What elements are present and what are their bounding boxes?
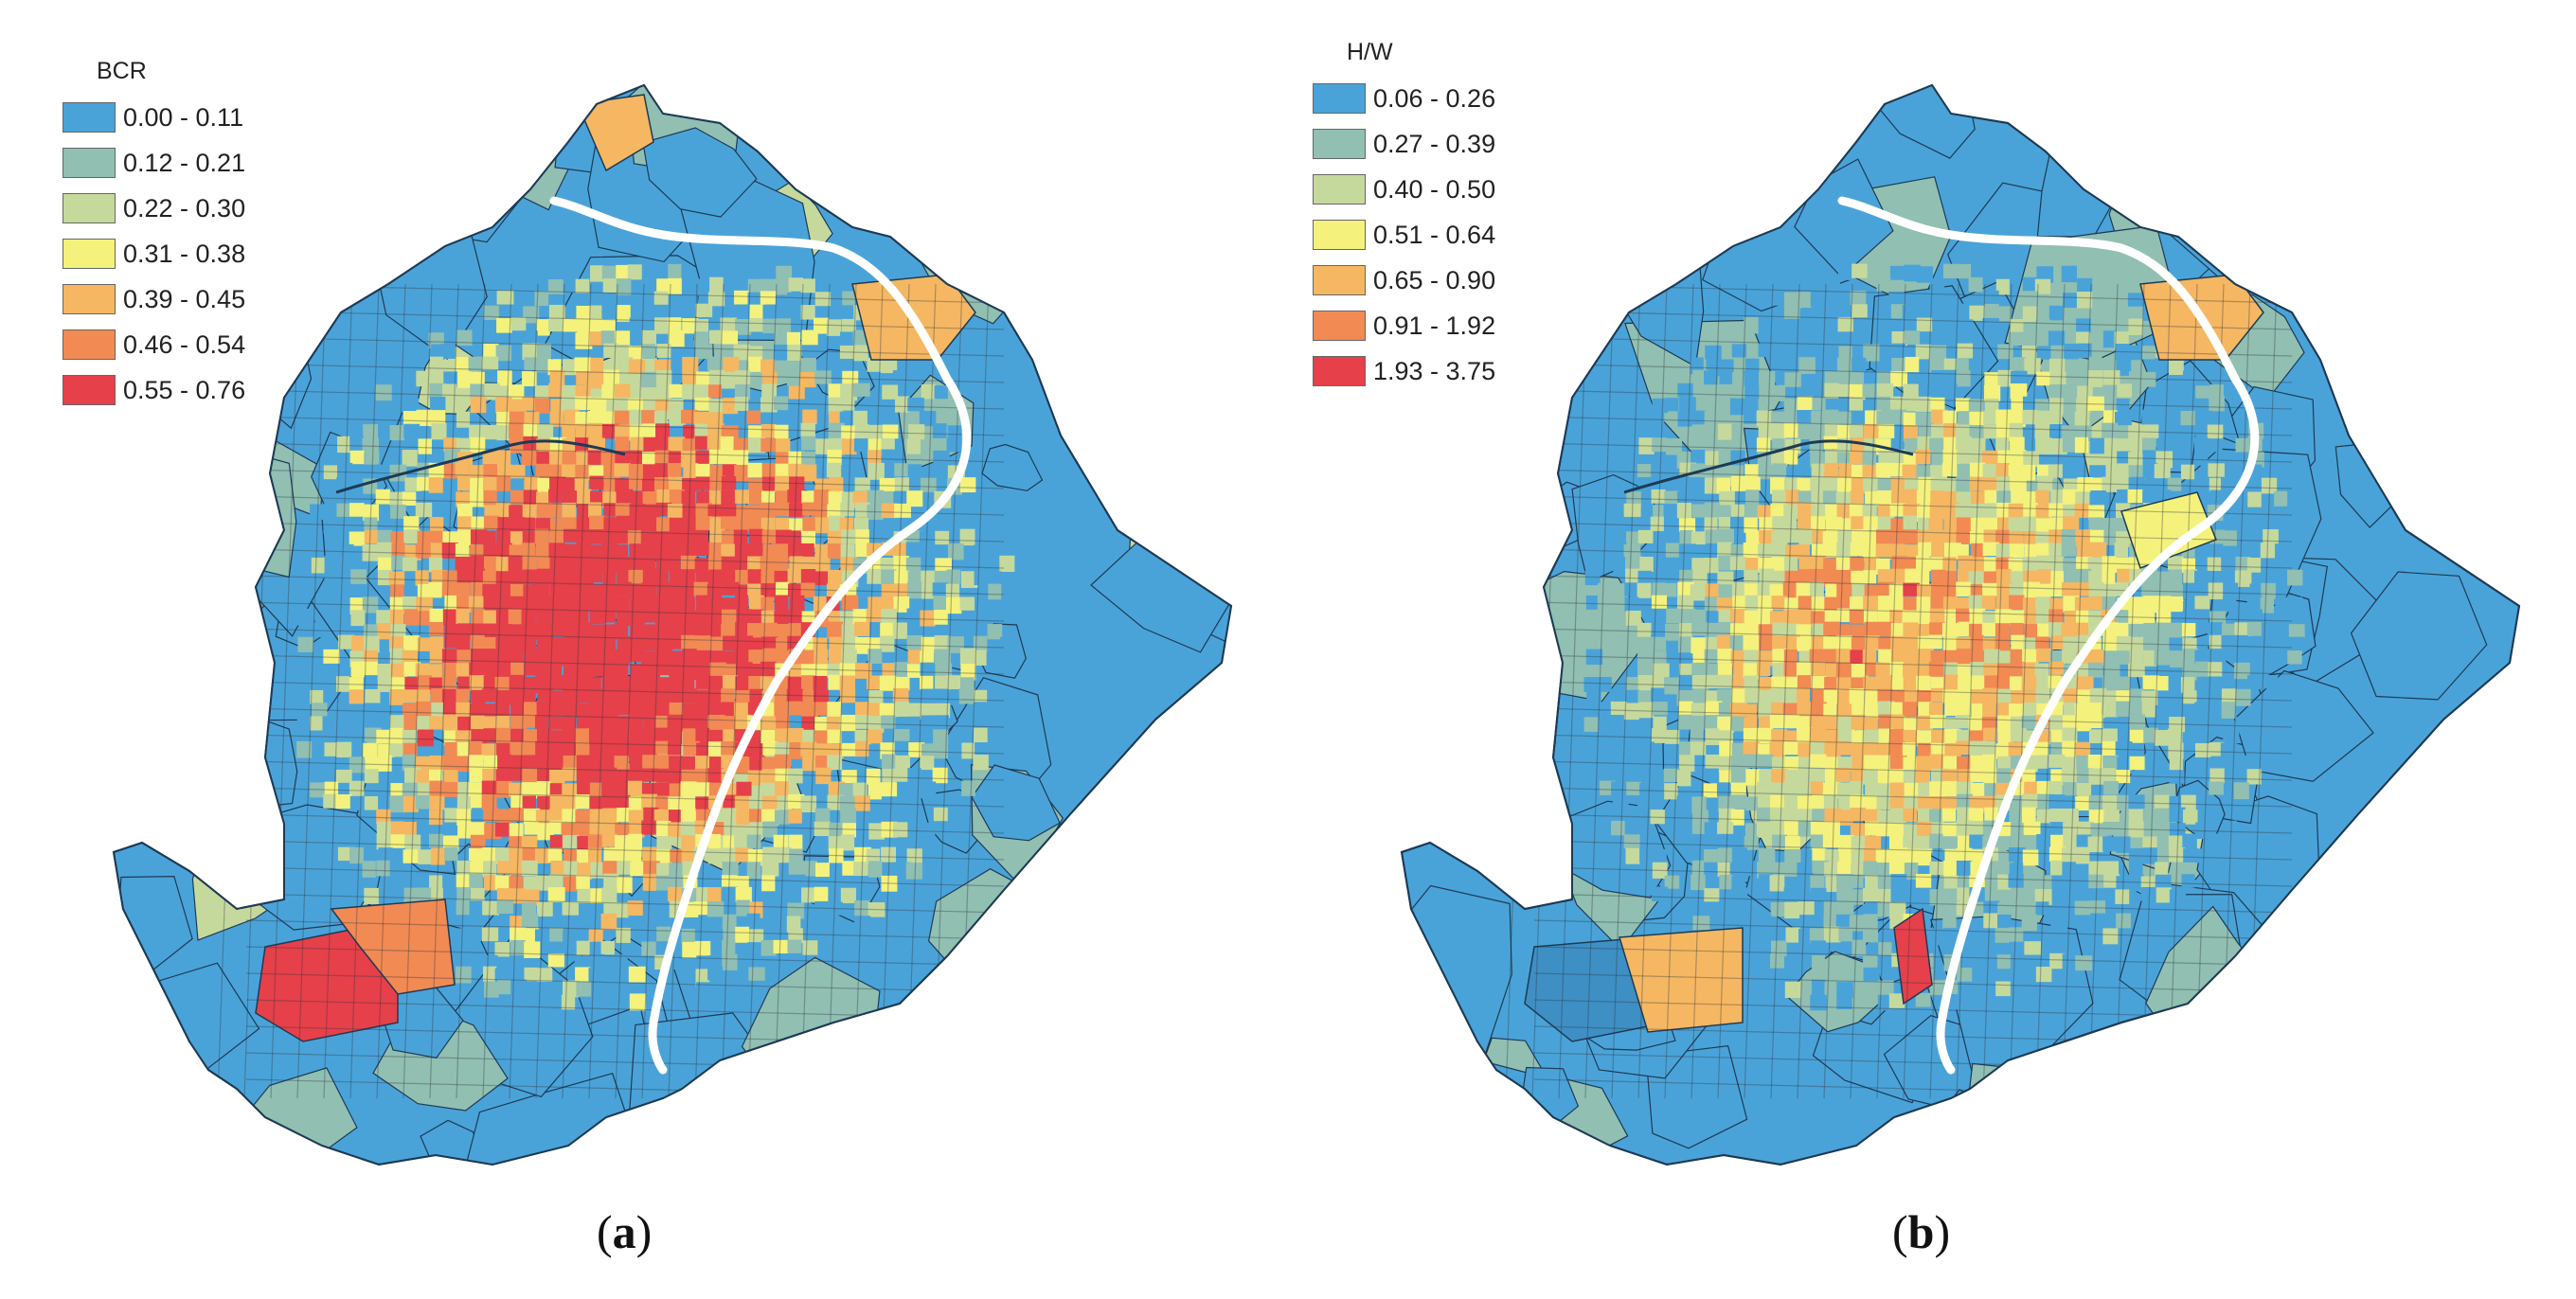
legend-label: 0.46 - 0.54 <box>123 329 246 359</box>
city-boundary-stroke <box>1400 83 2521 1166</box>
legend-swatch <box>1313 356 1366 386</box>
map-panel-b: H/W 0.06 - 0.26 0.27 - 0.39 0.40 - 0.50 … <box>1288 0 2576 1299</box>
legend-swatch <box>63 375 116 405</box>
stream <box>335 439 626 494</box>
legend-swatch <box>1313 311 1366 341</box>
caption-close: ) <box>635 1205 653 1258</box>
legend-item: 0.91 - 1.92 <box>1313 303 1495 348</box>
legend-item: 0.12 - 0.21 <box>63 140 245 186</box>
legend-item: 0.06 - 0.26 <box>1313 76 1495 121</box>
legend-label: 0.27 - 0.39 <box>1373 129 1496 158</box>
legend-item: 0.31 - 0.38 <box>63 231 245 276</box>
legend-label: 0.00 - 0.11 <box>123 102 244 132</box>
urban-blocks <box>1524 263 2305 1042</box>
city-boundary-stroke <box>112 83 1233 1166</box>
river <box>1837 196 2260 1075</box>
legend-label: 1.93 - 3.75 <box>1373 356 1496 385</box>
urban-blocks <box>255 94 1100 1042</box>
legend-swatch <box>63 239 116 269</box>
legend-swatch <box>1313 220 1366 250</box>
legend-item: 0.27 - 0.39 <box>1313 121 1495 167</box>
river <box>549 196 972 1075</box>
stream <box>1623 439 1914 494</box>
block-boundaries <box>217 283 1005 1099</box>
legend-item: 0.22 - 0.30 <box>63 186 245 231</box>
legend-item: 0.00 - 0.11 <box>63 95 245 140</box>
bcr-choropleth-map <box>112 83 1233 1166</box>
legend-label: 0.91 - 1.92 <box>1373 311 1496 340</box>
legend-item: 1.93 - 3.75 <box>1313 348 1495 394</box>
legend-item: 0.46 - 0.54 <box>63 322 245 367</box>
caption-close: ) <box>1934 1205 1951 1258</box>
panel-caption: (a) <box>597 1204 652 1259</box>
legend-swatch <box>1313 265 1366 295</box>
legend-label: 0.55 - 0.76 <box>123 375 246 404</box>
legend-label: 0.06 - 0.26 <box>1373 83 1496 113</box>
legend-item: 0.51 - 0.64 <box>1313 212 1495 258</box>
legend-title: H/W <box>1347 39 1393 65</box>
legend-label: 0.40 - 0.50 <box>1373 174 1496 204</box>
legend-swatch <box>63 148 116 178</box>
legend-item: 0.65 - 0.90 <box>1313 258 1495 303</box>
legend-title: BCR <box>97 58 147 84</box>
legend-swatch <box>63 284 116 314</box>
legend: H/W 0.06 - 0.26 0.27 - 0.39 0.40 - 0.50 … <box>1313 38 1495 394</box>
caption-open: ( <box>1892 1205 1908 1258</box>
legend-swatch <box>1313 174 1366 205</box>
legend-item: 0.40 - 0.50 <box>1313 167 1495 212</box>
map-panel-a: BCR 0.00 - 0.11 0.12 - 0.21 0.22 - 0.30 … <box>63 57 1233 1259</box>
caption-letter: b <box>1907 1205 1935 1258</box>
caption-open: ( <box>597 1205 613 1258</box>
legend: BCR 0.00 - 0.11 0.12 - 0.21 0.22 - 0.30 … <box>63 57 245 413</box>
legend-label: 0.65 - 0.90 <box>1373 265 1496 294</box>
legend-swatch <box>1313 83 1366 114</box>
legend-item: 0.39 - 0.45 <box>63 276 245 322</box>
legend-label: 0.12 - 0.21 <box>123 148 246 177</box>
legend-swatch <box>63 102 116 133</box>
hw-choropleth-map <box>1400 83 2521 1166</box>
legend-label: 0.22 - 0.30 <box>123 193 246 222</box>
legend-swatch <box>1313 129 1366 159</box>
legend-item: 0.55 - 0.76 <box>63 367 245 413</box>
caption-letter: a <box>612 1205 636 1258</box>
panel-caption: (b) <box>1892 1204 1950 1259</box>
legend-swatch <box>63 193 116 223</box>
legend-swatch <box>63 329 116 360</box>
legend-label: 0.51 - 0.64 <box>1373 220 1496 249</box>
legend-label: 0.39 - 0.45 <box>123 284 246 313</box>
legend-label: 0.31 - 0.38 <box>123 239 246 268</box>
